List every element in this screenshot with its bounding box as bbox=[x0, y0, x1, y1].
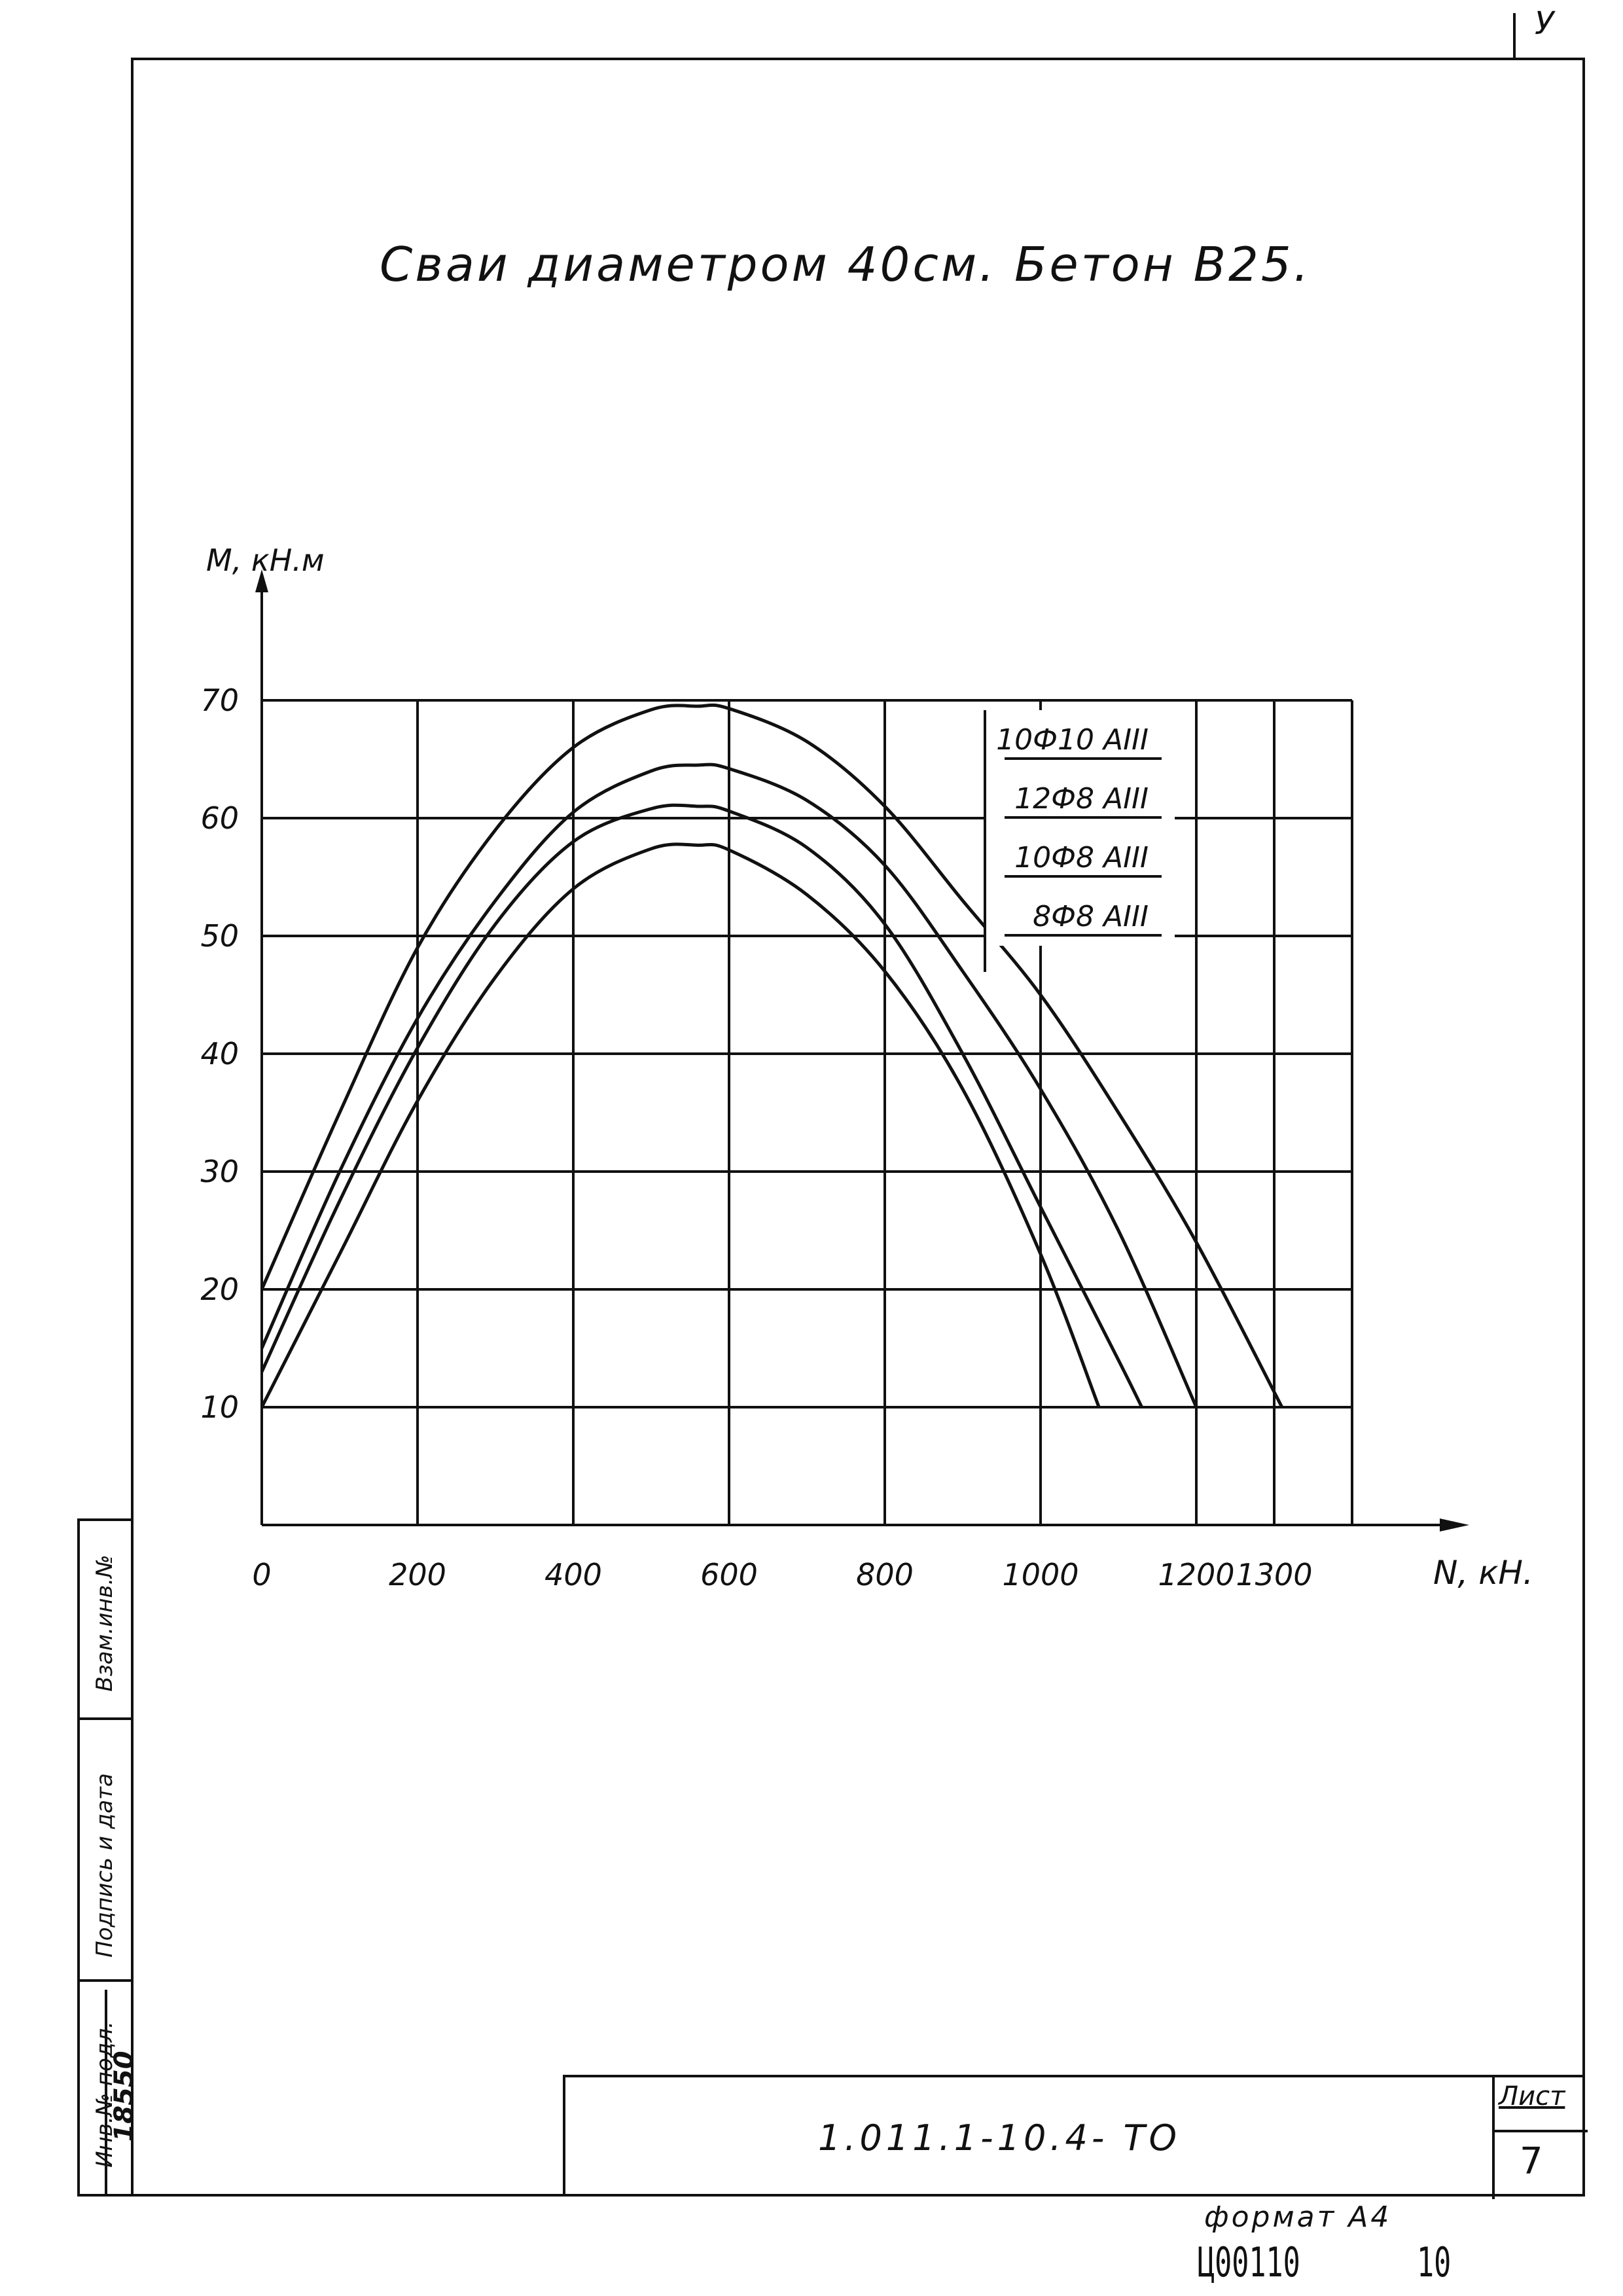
legend-label: 10Ф10 АIII bbox=[996, 723, 1149, 757]
chart-legend: 10Ф10 АIII 12Ф8 АIII 10Ф8 АIII 8Ф8 АIII bbox=[984, 710, 1175, 972]
y-tick-label: 40 bbox=[200, 1036, 239, 1071]
x-axis-label: N, кН. bbox=[1433, 1554, 1533, 1592]
x-axis-arrow bbox=[1440, 1518, 1469, 1532]
y-tick-label: 60 bbox=[200, 800, 239, 836]
corner-divider bbox=[1513, 13, 1516, 59]
y-tick-label: 70 bbox=[200, 683, 239, 718]
archive-number: 10 bbox=[1417, 2238, 1452, 2286]
stamp-label-signature: Подпись и дата bbox=[92, 1773, 118, 1958]
title-block bbox=[563, 2075, 1588, 2199]
legend-box bbox=[985, 710, 1175, 946]
drawing-frame bbox=[131, 58, 1585, 2197]
y-tick-label: 30 bbox=[200, 1154, 239, 1189]
x-tick-label: 1000 bbox=[1002, 1557, 1079, 1592]
side-stamp-inner-line bbox=[105, 1990, 107, 2197]
stamp-label-replace-inv: Взам.инв.№ bbox=[92, 1554, 118, 1692]
archive-code: Ц00110 bbox=[1198, 2238, 1300, 2286]
document-code: 1.011.1-10.4- ТО bbox=[818, 2117, 1181, 2159]
x-tick-label: 1300 bbox=[1236, 1557, 1312, 1592]
x-tick-label: 1200 bbox=[1158, 1557, 1234, 1592]
x-tick-label: 200 bbox=[389, 1557, 446, 1592]
inventory-number: 18550 bbox=[109, 2051, 139, 2142]
x-tick-label: 400 bbox=[544, 1557, 602, 1592]
series-line-1 bbox=[260, 703, 1284, 1408]
y-tick-label: 20 bbox=[200, 1272, 239, 1307]
chart-ticks: 0 200 400 600 800 1000 1200 1300 10 20 30 40 50 60 70 bbox=[200, 683, 1312, 1592]
x-tick-label: 800 bbox=[856, 1557, 914, 1592]
sheet-number: 7 bbox=[1520, 2140, 1543, 2183]
sheet-title: Сваи диаметром 40см. Бетон В25. bbox=[380, 237, 1311, 292]
chart-axes bbox=[255, 569, 1469, 1532]
format-label: формат А4 bbox=[1204, 2200, 1392, 2234]
y-tick-label: 10 bbox=[200, 1390, 239, 1425]
legend-label: 10Ф8 АIII bbox=[1014, 841, 1149, 874]
corner-mark: У bbox=[1535, 5, 1554, 42]
chart-grid bbox=[262, 699, 1353, 1525]
series-line-2 bbox=[260, 762, 1198, 1408]
x-tick-label: 0 bbox=[252, 1557, 271, 1592]
sheet-label: Лист bbox=[1499, 2081, 1565, 2111]
chart: 0 200 400 600 800 1000 1200 130010203040506070 … bbox=[200, 543, 1533, 1592]
y-axis-label: М, кН.м bbox=[206, 543, 325, 578]
series-line-3 bbox=[260, 803, 1143, 1408]
chart-curves bbox=[260, 703, 1284, 1408]
y-tick-label: 50 bbox=[200, 918, 239, 954]
series-line-4 bbox=[260, 842, 1101, 1408]
legend-label: 12Ф8 АIII bbox=[1014, 782, 1149, 816]
x-tick-label: 600 bbox=[700, 1557, 758, 1592]
y-axis-arrow bbox=[255, 569, 268, 592]
legend-label: 8Ф8 АIII bbox=[1033, 900, 1149, 933]
